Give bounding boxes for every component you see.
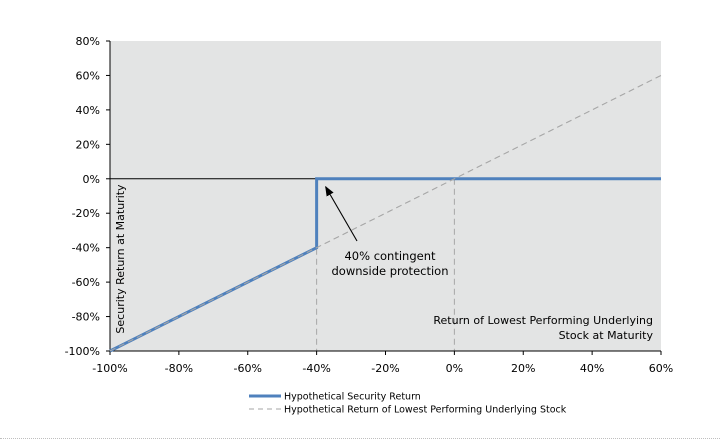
x-tick-label: 60% [649,362,673,375]
y-tick-label: 80% [76,35,100,48]
annotation-text-line2: downside protection [332,264,449,278]
legend-label-underlying: Hypothetical Return of Lowest Performing… [284,405,567,416]
y-axis-title: Security Return at Maturity [114,184,127,334]
y-tick-label: 20% [76,138,100,151]
x-tick-label: -80% [165,362,193,375]
y-tick-label: -60% [72,276,100,289]
y-tick-label: 0% [83,173,100,186]
annotation-arrow [325,185,358,242]
y-tick-label: -20% [72,207,100,220]
x-tick-label: 0% [446,362,463,375]
y-tick-label: 60% [76,69,100,82]
bottom-divider [0,438,720,439]
y-tick-label: -40% [72,242,100,255]
series-line-underlying [109,74,662,352]
plot-area [110,41,661,351]
annotation-text-line1: 40% contingent [344,249,436,263]
x-tick-label: -20% [371,362,399,375]
x-tick-label: 40% [580,362,604,375]
y-tick-label: 40% [76,104,100,117]
x-tick-label: -100% [92,362,127,375]
x-tick-label: -40% [302,362,330,375]
y-tick-label: -100% [65,345,100,358]
x-tick-label: -60% [234,362,262,375]
y-tick-label: -80% [72,311,100,324]
x-tick-label: 20% [511,362,535,375]
x-axis-title: Return of Lowest Performing Underlying St… [433,314,653,342]
legend-label-security: Hypothetical Security Return [284,392,421,403]
